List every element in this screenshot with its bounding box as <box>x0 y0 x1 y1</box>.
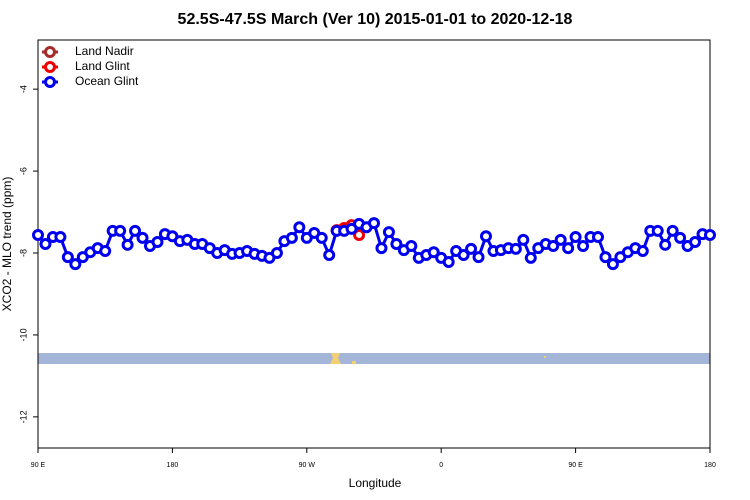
point <box>442 256 455 269</box>
point <box>606 258 619 271</box>
x-tick-label: 180 <box>167 462 179 469</box>
chart-title: 52.5S-47.5S March (Ver 10) 2015-01-01 to… <box>178 11 573 28</box>
point <box>704 228 716 241</box>
y-tick-label: -6 <box>18 167 28 175</box>
land-patch <box>330 353 341 364</box>
land-patch <box>544 356 546 358</box>
point <box>270 247 283 260</box>
x-axis-label: Longitude <box>349 476 402 490</box>
x-tick-label: 180 <box>704 462 716 469</box>
point <box>517 233 530 246</box>
point <box>382 226 395 239</box>
legend-marker <box>44 76 56 88</box>
point <box>99 244 112 257</box>
x-tick-label: 0 <box>439 462 443 469</box>
x-tick-label: 90 E <box>31 462 46 469</box>
legend-marker <box>44 46 56 58</box>
point <box>457 249 470 262</box>
point <box>554 233 567 246</box>
y-axis-label: XCO2 - MLO trend (ppm) <box>0 177 14 312</box>
point <box>674 231 687 244</box>
point <box>427 246 440 259</box>
point <box>562 242 575 255</box>
point <box>577 240 590 253</box>
point <box>465 242 478 255</box>
point <box>666 224 679 237</box>
point <box>375 242 388 255</box>
point <box>54 231 67 244</box>
point <box>659 238 672 251</box>
point <box>599 251 612 264</box>
y-tick-label: -8 <box>18 249 28 257</box>
y-tick-label: -10 <box>18 328 28 341</box>
point <box>293 221 306 234</box>
land-patch <box>352 361 356 364</box>
point <box>524 251 537 264</box>
point <box>151 235 164 248</box>
point <box>285 231 298 244</box>
point <box>368 217 380 230</box>
point <box>689 235 702 248</box>
y-tick-label: -4 <box>18 85 28 93</box>
x-tick-label: 90 W <box>299 462 316 469</box>
legend-label: Land Nadir <box>75 44 134 58</box>
point <box>651 224 664 237</box>
point <box>569 231 582 244</box>
point <box>121 238 134 251</box>
point <box>509 242 522 255</box>
point <box>61 251 74 264</box>
point <box>480 230 492 243</box>
point <box>547 240 560 253</box>
y-tick-label: -12 <box>18 410 28 423</box>
point <box>323 249 336 262</box>
point <box>636 244 649 257</box>
point <box>129 224 142 237</box>
point <box>136 231 149 244</box>
land-ocean-strip <box>38 353 710 364</box>
point <box>32 228 44 241</box>
point <box>353 228 366 241</box>
point <box>114 224 127 237</box>
ocean-strip <box>38 353 710 364</box>
point <box>39 238 52 250</box>
point <box>69 258 82 271</box>
point <box>390 238 403 250</box>
plot-frame <box>37 39 711 449</box>
point <box>315 231 328 244</box>
point <box>472 251 485 264</box>
legend-marker <box>44 61 56 73</box>
point <box>405 240 418 253</box>
legend-label: Ocean Glint <box>75 74 139 88</box>
legend-label: Land Glint <box>75 59 130 73</box>
point <box>592 231 604 244</box>
x-tick-label: 90 E <box>568 462 583 469</box>
